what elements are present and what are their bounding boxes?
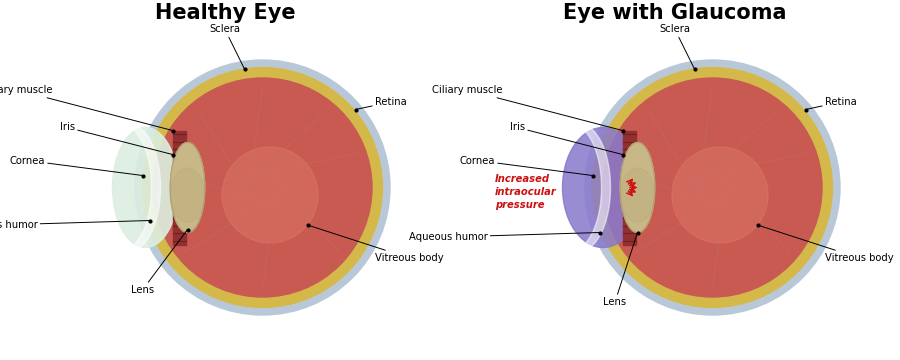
Circle shape bbox=[142, 68, 382, 307]
Text: Iris: Iris bbox=[60, 122, 173, 154]
Text: Retina: Retina bbox=[806, 97, 857, 109]
Ellipse shape bbox=[170, 143, 205, 233]
Circle shape bbox=[672, 147, 768, 243]
Text: Cornea: Cornea bbox=[10, 156, 142, 175]
Text: Sclera: Sclera bbox=[210, 24, 245, 69]
Polygon shape bbox=[120, 125, 160, 251]
Ellipse shape bbox=[620, 143, 655, 233]
Circle shape bbox=[222, 147, 318, 243]
Circle shape bbox=[142, 68, 382, 307]
Text: Vitreous body: Vitreous body bbox=[308, 225, 444, 263]
Text: Sclera: Sclera bbox=[660, 24, 695, 69]
Bar bbox=[623, 199, 636, 244]
Circle shape bbox=[592, 68, 832, 307]
Circle shape bbox=[585, 60, 840, 315]
Text: Lens: Lens bbox=[603, 233, 637, 307]
Ellipse shape bbox=[170, 168, 205, 222]
Title: Healthy Eye: Healthy Eye bbox=[155, 3, 295, 23]
Circle shape bbox=[153, 78, 372, 297]
Text: Cornea: Cornea bbox=[460, 156, 592, 175]
Title: Eye with Glaucoma: Eye with Glaucoma bbox=[563, 3, 787, 23]
Text: Ciliary muscle: Ciliary muscle bbox=[0, 85, 173, 130]
Text: Lens: Lens bbox=[130, 230, 187, 295]
Text: Aqueous humor: Aqueous humor bbox=[0, 220, 150, 230]
Ellipse shape bbox=[620, 168, 655, 222]
Polygon shape bbox=[570, 125, 610, 251]
Text: Retina: Retina bbox=[356, 97, 407, 109]
Circle shape bbox=[603, 78, 822, 297]
Text: Iris: Iris bbox=[510, 122, 623, 154]
Text: Ciliary muscle: Ciliary muscle bbox=[432, 85, 623, 130]
Ellipse shape bbox=[112, 127, 178, 248]
Ellipse shape bbox=[562, 127, 644, 248]
Text: Aqueous humor: Aqueous humor bbox=[409, 232, 600, 242]
Bar bbox=[173, 199, 186, 244]
Circle shape bbox=[592, 68, 832, 307]
Circle shape bbox=[135, 60, 390, 315]
Bar bbox=[173, 130, 186, 175]
Text: Vitreous body: Vitreous body bbox=[758, 225, 894, 263]
Text: Increased
intraocular
pressure: Increased intraocular pressure bbox=[495, 174, 557, 210]
Bar bbox=[623, 130, 636, 175]
